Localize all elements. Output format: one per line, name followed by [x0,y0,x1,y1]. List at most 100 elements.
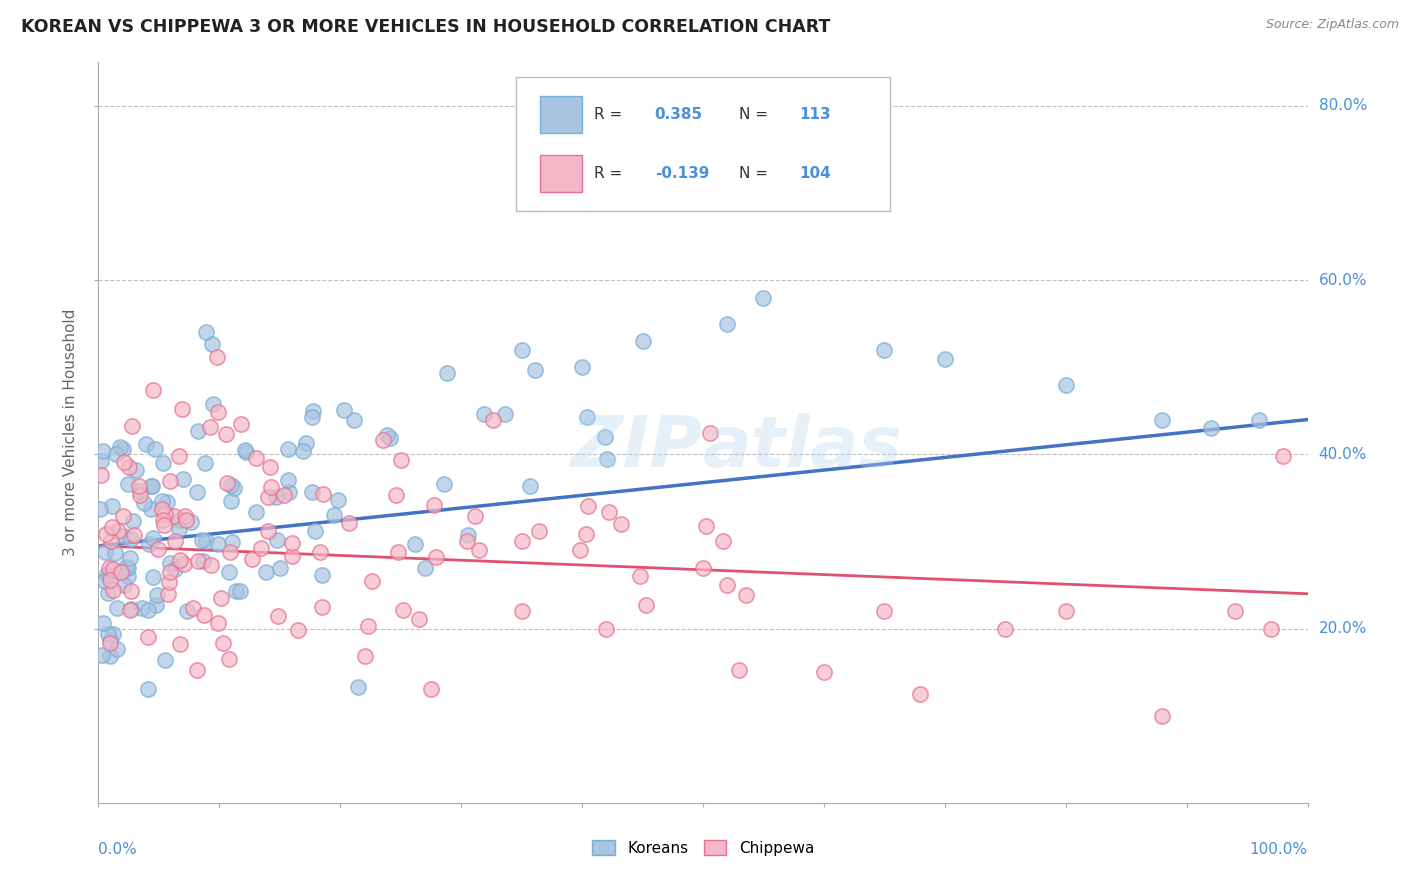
Point [207,537,229,551]
Point [153,518,176,533]
Point [120,551,142,566]
Point [695,518,717,533]
Point [215,475,238,490]
Point [257,490,280,504]
Text: KOREAN VS CHIPPEWA 3 OR MORE VEHICLES IN HOUSEHOLD CORRELATION CHART: KOREAN VS CHIPPEWA 3 OR MORE VEHICLES IN… [21,18,831,36]
Point [207,615,229,630]
Point [221,535,243,549]
Point [1272,450,1295,464]
Point [193,607,215,622]
Point [163,534,186,549]
Point [103,627,125,641]
Point [467,543,489,558]
Point [387,544,409,558]
Point [609,516,631,531]
Point [165,562,187,576]
Point [404,537,426,551]
Point [302,404,325,418]
Point [201,337,224,351]
Point [129,488,152,502]
Point [145,442,167,457]
Point [711,534,734,549]
Text: 113: 113 [800,107,831,122]
Point [360,574,382,588]
Point [117,569,139,583]
Point [575,526,598,541]
Point [728,663,751,677]
Point [96,567,118,582]
Text: -0.139: -0.139 [655,166,709,181]
Point [472,407,495,421]
Point [510,604,533,618]
Point [278,484,301,499]
Point [91,615,114,630]
Point [100,534,122,549]
Point [159,475,181,489]
Point [173,509,195,524]
Point [389,452,412,467]
Point [186,485,208,500]
Point [136,602,159,616]
Point [994,622,1017,636]
Point [129,483,152,498]
Point [211,591,233,606]
FancyBboxPatch shape [516,78,890,211]
Point [413,560,436,574]
Point [142,532,165,546]
Y-axis label: 3 or more Vehicles in Household: 3 or more Vehicles in Household [63,309,79,557]
Point [120,584,142,599]
Point [1054,604,1077,618]
Point [595,622,617,636]
Point [187,424,209,438]
Point [138,681,160,696]
Text: 0.385: 0.385 [655,107,703,122]
Point [136,630,159,644]
Point [93,444,115,458]
Point [322,508,344,522]
Point [211,636,233,650]
Point [266,533,288,547]
Point [233,442,256,457]
Point [172,472,194,486]
Point [107,524,129,538]
Point [159,557,181,571]
Point [569,543,592,558]
Point [512,533,534,548]
Point [121,419,143,434]
Point [218,565,240,579]
Point [250,541,273,555]
Point [157,574,180,589]
Point [281,535,304,549]
Point [198,420,221,434]
Point [291,444,314,458]
Point [433,476,456,491]
Point [408,612,430,626]
Point [328,492,350,507]
Point [245,450,267,465]
Point [174,513,197,527]
Point [120,533,142,547]
Point [420,682,443,697]
Point [571,360,593,375]
Point [176,604,198,618]
Point [145,588,167,602]
Point [105,600,128,615]
Point [494,407,516,421]
Point [1152,412,1174,426]
Point [277,473,299,487]
Point [287,623,309,637]
Point [145,598,167,612]
Point [142,383,165,397]
Text: 104: 104 [800,166,831,181]
Point [1223,604,1246,618]
Point [148,542,170,557]
Point [112,529,135,543]
Point [94,574,117,588]
Point [173,558,195,572]
Point [277,442,299,457]
Point [456,534,478,549]
Point [225,583,247,598]
Point [392,603,415,617]
Point [1249,412,1271,426]
Text: Source: ZipAtlas.com: Source: ZipAtlas.com [1265,18,1399,31]
